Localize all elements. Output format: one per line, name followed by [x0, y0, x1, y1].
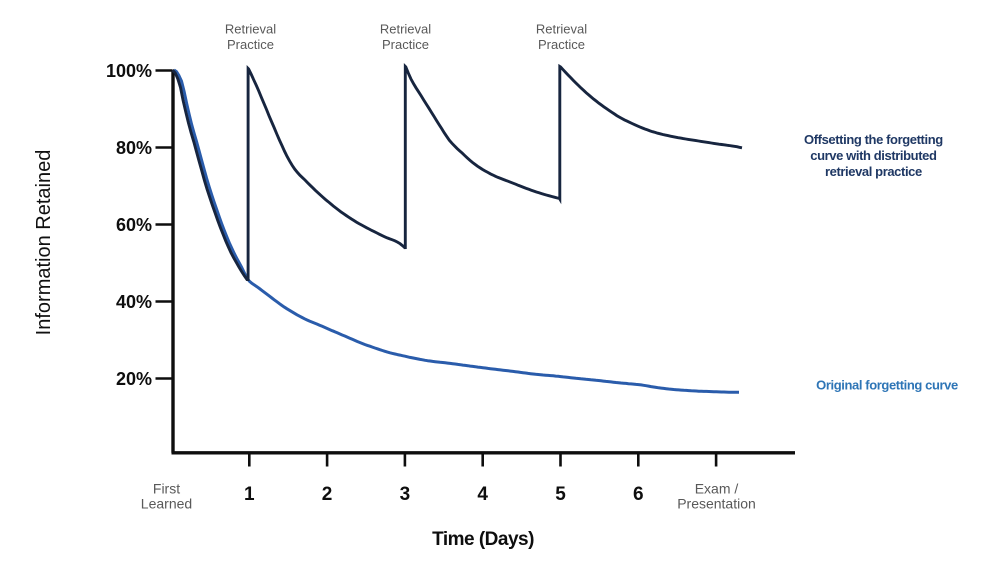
svg-text:Practice: Practice — [227, 37, 274, 52]
svg-text:Offsetting the forgetting: Offsetting the forgetting — [804, 132, 943, 147]
svg-text:Original forgetting curve: Original forgetting curve — [816, 378, 958, 393]
svg-text:Information Retained: Information Retained — [33, 150, 55, 336]
svg-text:2: 2 — [322, 484, 333, 505]
svg-text:Retrieval: Retrieval — [380, 22, 431, 37]
svg-text:Exam /: Exam / — [695, 481, 739, 497]
svg-text:First: First — [153, 481, 180, 497]
svg-text:Retrieval: Retrieval — [225, 22, 276, 37]
svg-text:60%: 60% — [116, 215, 152, 235]
svg-text:Practice: Practice — [538, 37, 585, 52]
svg-text:3: 3 — [400, 484, 411, 505]
svg-text:Time (Days): Time (Days) — [432, 529, 534, 550]
svg-text:curve with distributed: curve with distributed — [810, 148, 937, 163]
svg-text:4: 4 — [477, 484, 488, 505]
svg-text:retrieval practice: retrieval practice — [825, 164, 922, 179]
svg-text:40%: 40% — [116, 292, 152, 312]
svg-text:Presentation: Presentation — [677, 496, 756, 512]
svg-text:80%: 80% — [116, 138, 152, 158]
svg-text:Practice: Practice — [382, 37, 429, 52]
svg-text:Learned: Learned — [141, 496, 192, 512]
svg-text:1: 1 — [244, 484, 255, 505]
svg-text:100%: 100% — [106, 61, 152, 81]
svg-text:Retrieval: Retrieval — [536, 22, 587, 37]
svg-text:5: 5 — [555, 484, 566, 505]
svg-text:20%: 20% — [116, 369, 152, 389]
svg-text:6: 6 — [633, 484, 644, 505]
